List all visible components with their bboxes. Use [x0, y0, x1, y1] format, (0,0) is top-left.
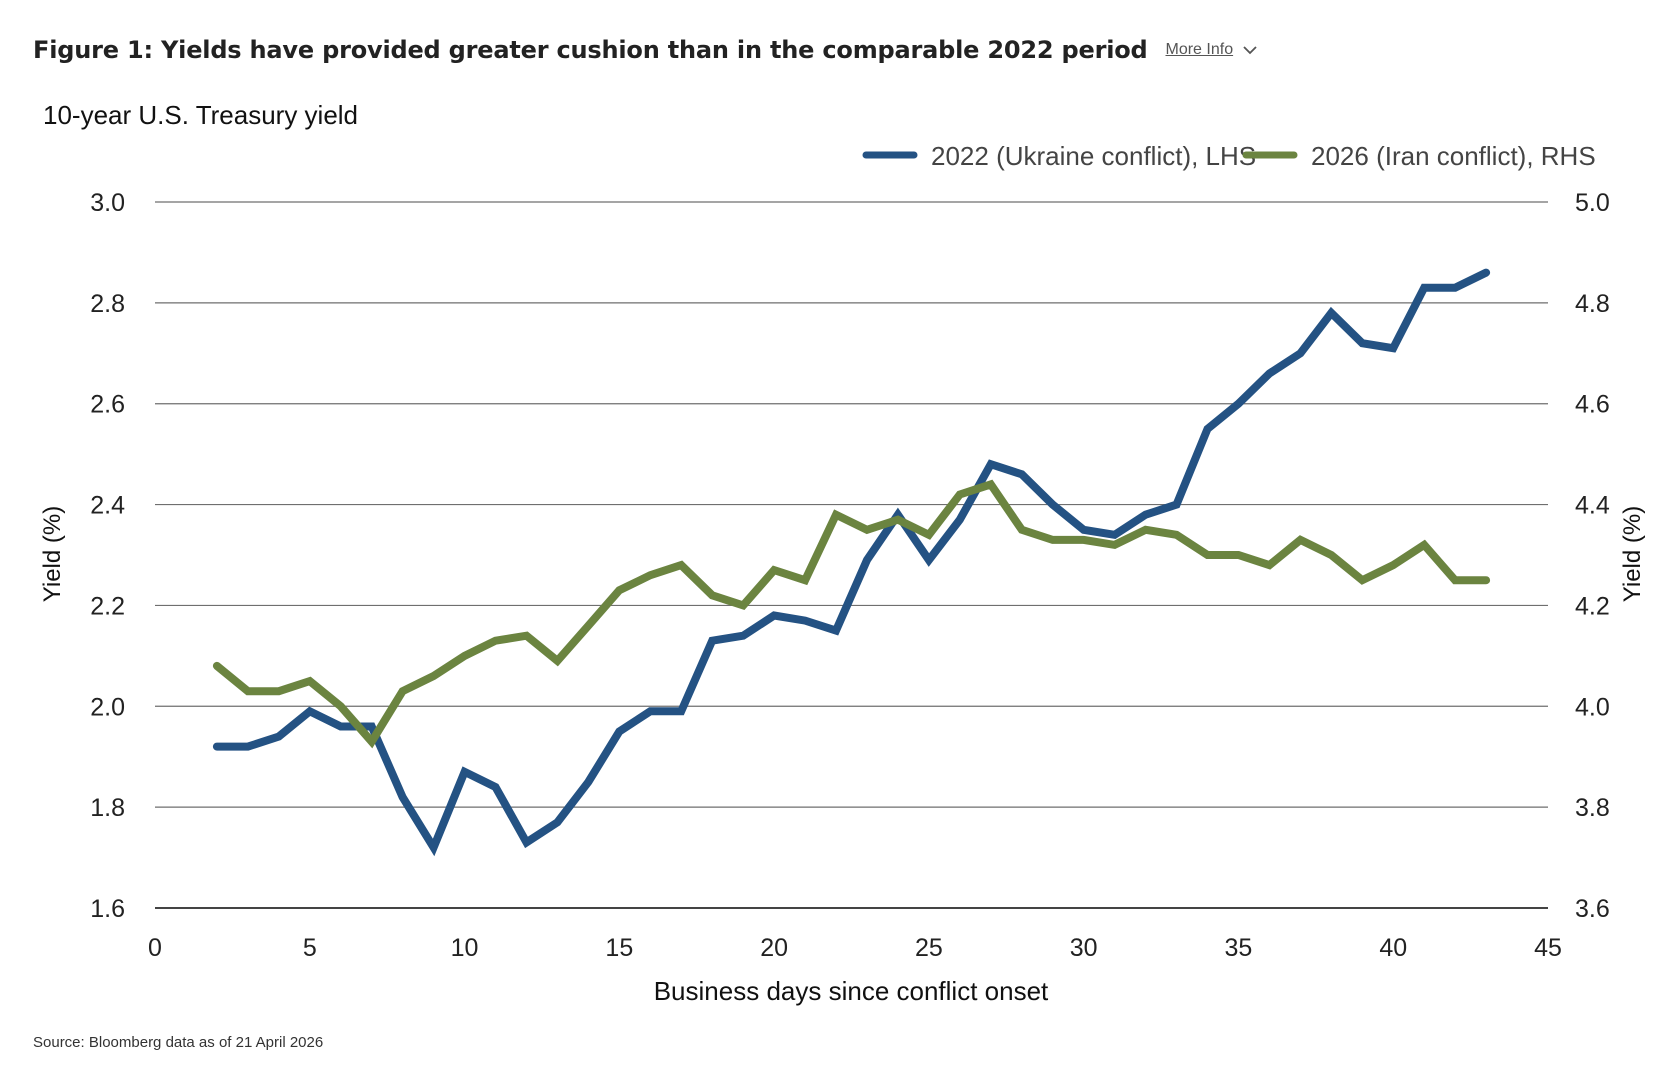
y-tick-label-left: 3.0	[90, 189, 125, 217]
y-tick-label-right: 3.8	[1575, 794, 1610, 822]
x-tick-label: 20	[760, 934, 788, 962]
more-info-label[interactable]: More Info	[1165, 41, 1234, 58]
y-tick-label-left: 2.2	[90, 592, 125, 620]
y-tick-label-left: 2.4	[90, 492, 125, 520]
y-tick-label-right: 4.6	[1575, 391, 1610, 419]
x-tick-label: 15	[605, 934, 633, 962]
legend-label: 2026 (Iran conflict), RHS	[1311, 141, 1596, 171]
y-axis-label-left: Yield (%)	[39, 506, 66, 602]
x-axis-label: Business days since conflict onset	[654, 976, 1049, 1006]
x-tick-label: 0	[148, 934, 162, 962]
x-tick-label: 40	[1379, 934, 1407, 962]
x-tick-label: 5	[303, 934, 317, 962]
y-tick-label-left: 2.0	[90, 693, 125, 721]
y-tick-label-right: 4.0	[1575, 693, 1610, 721]
y-tick-label-right: 4.2	[1575, 592, 1610, 620]
y-tick-label-right: 3.6	[1575, 895, 1610, 923]
more-info-toggle[interactable]: More Info	[1166, 41, 1258, 59]
source-note: Source: Bloomberg data as of 21 April 20…	[33, 1034, 324, 1051]
legend: 2022 (Ukraine conflict), LHS 2026 (Iran c…	[862, 141, 1596, 171]
x-tick-label: 30	[1070, 934, 1098, 962]
y-tick-label-right: 4.8	[1575, 290, 1610, 318]
y-tick-label-left: 2.8	[90, 290, 125, 318]
chart-title: 10-year U.S. Treasury yield	[43, 100, 358, 130]
x-tick-label: 35	[1225, 934, 1253, 962]
x-tick-label: 25	[915, 934, 943, 962]
figure-header: Figure 1: Yields have provided greater c…	[33, 36, 1257, 64]
series-line-2022	[212, 268, 1491, 857]
y-tick-label-right: 5.0	[1575, 189, 1610, 217]
y-tick-label-left: 1.6	[90, 895, 125, 923]
series-line-2026	[212, 479, 1491, 749]
figure-title: Figure 1: Yields have provided greater c…	[33, 36, 1148, 64]
y-axis-label-right: Yield (%)	[1619, 506, 1646, 602]
x-tick-label: 10	[451, 934, 479, 962]
x-tick-label: 45	[1534, 934, 1562, 962]
chevron-down-icon[interactable]	[1243, 45, 1257, 55]
y-tick-label-right: 4.4	[1575, 492, 1610, 520]
y-tick-label-left: 2.6	[90, 391, 125, 419]
y-tick-label-left: 1.8	[90, 794, 125, 822]
legend-label: 2022 (Ukraine conflict), LHS	[931, 141, 1256, 171]
